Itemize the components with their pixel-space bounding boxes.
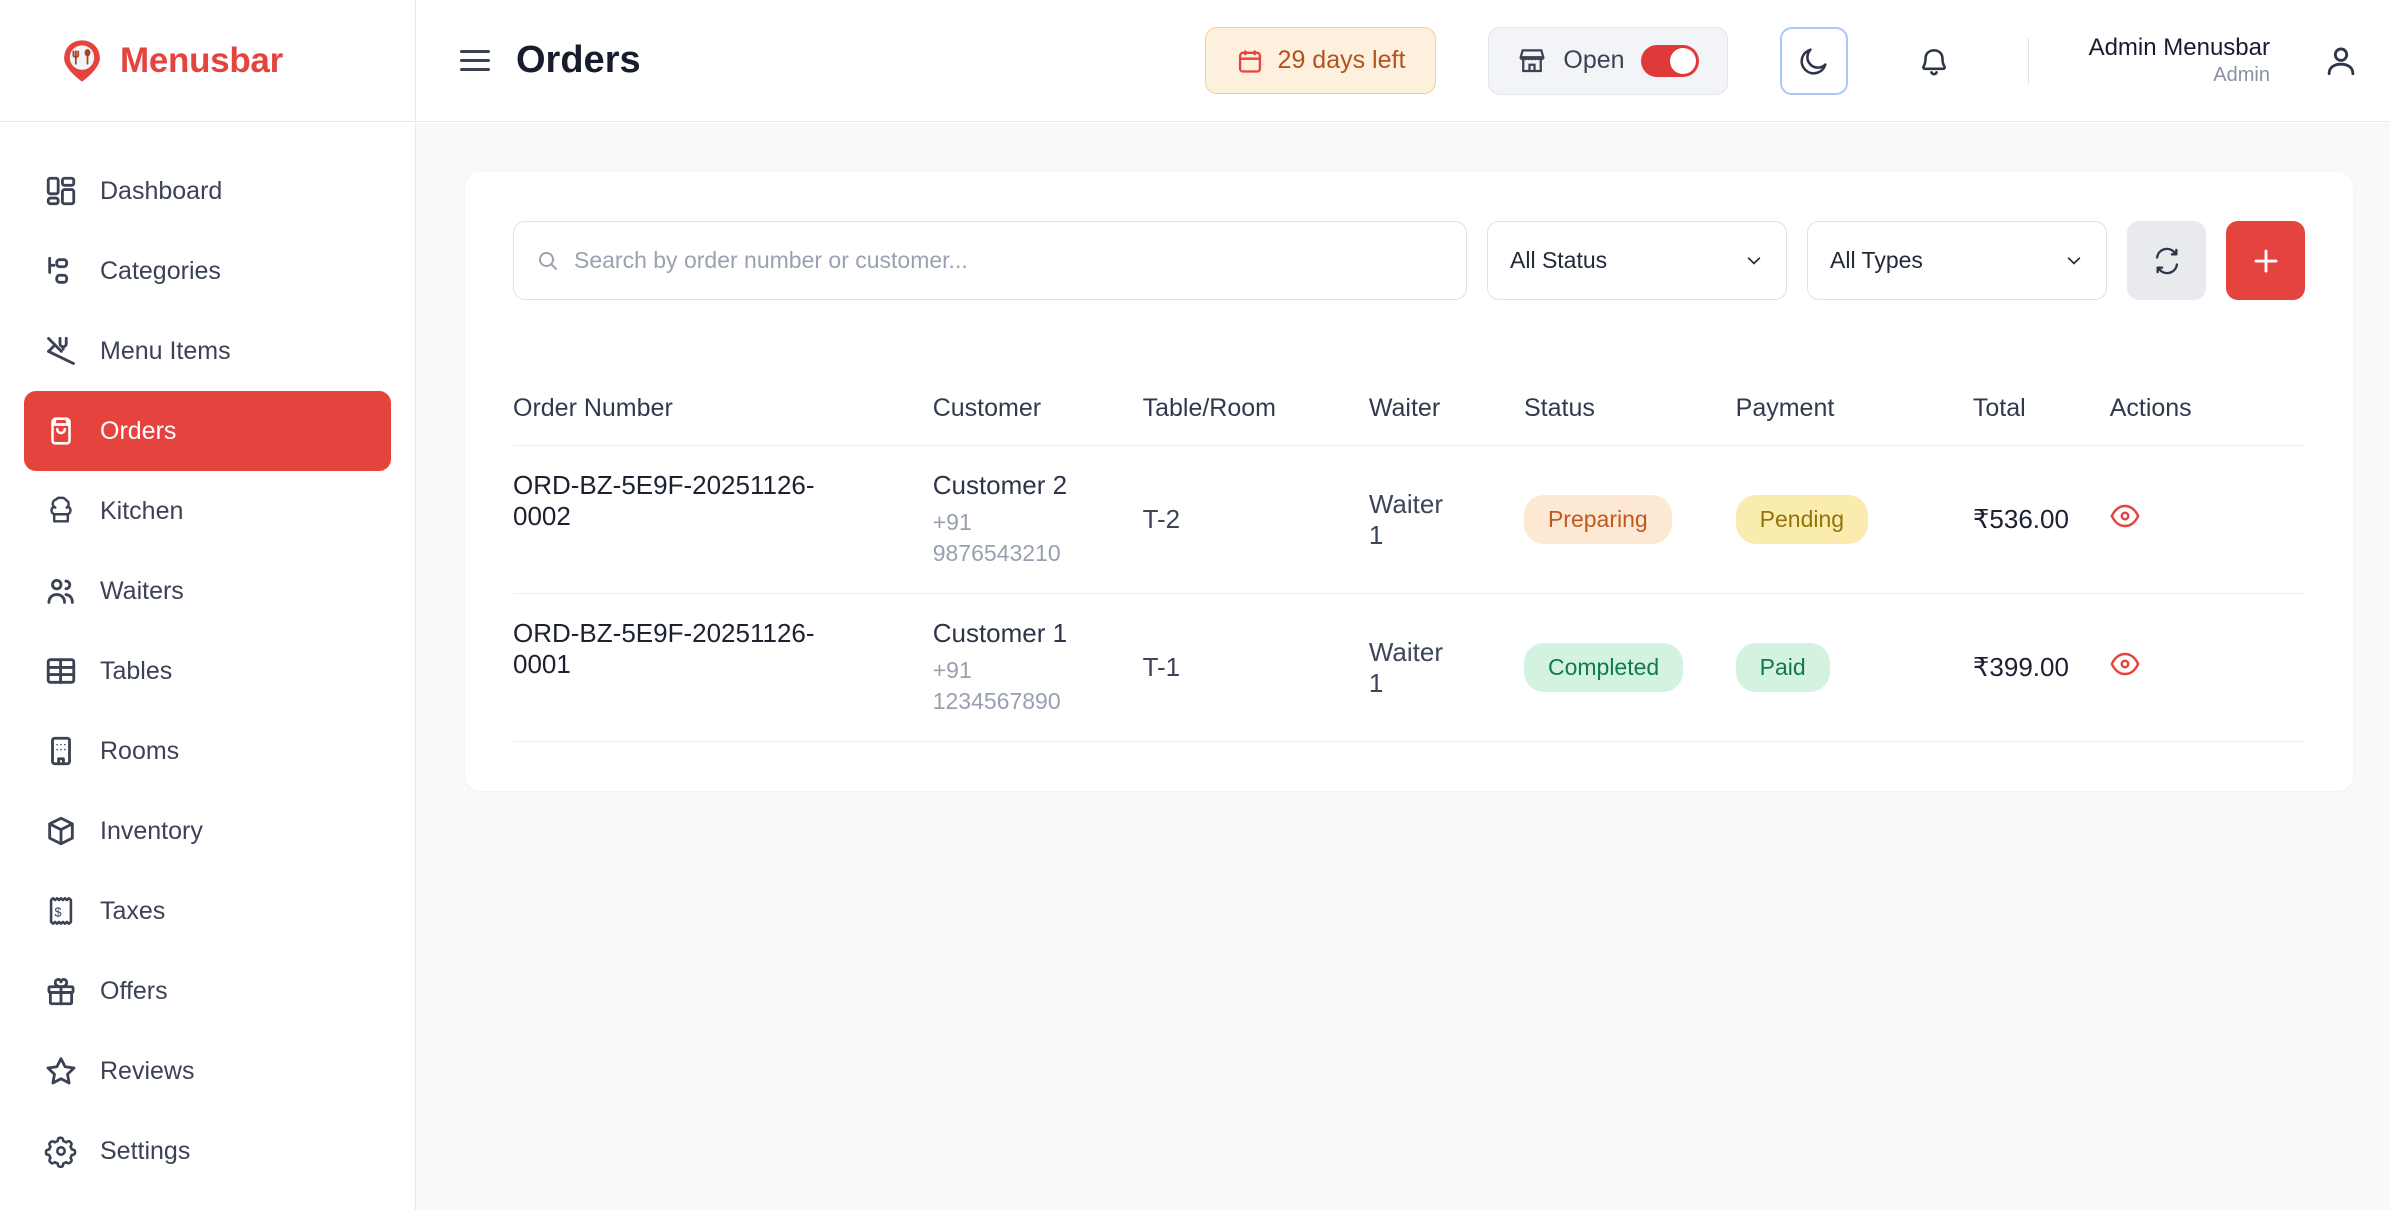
svg-text:$: $: [54, 904, 61, 919]
